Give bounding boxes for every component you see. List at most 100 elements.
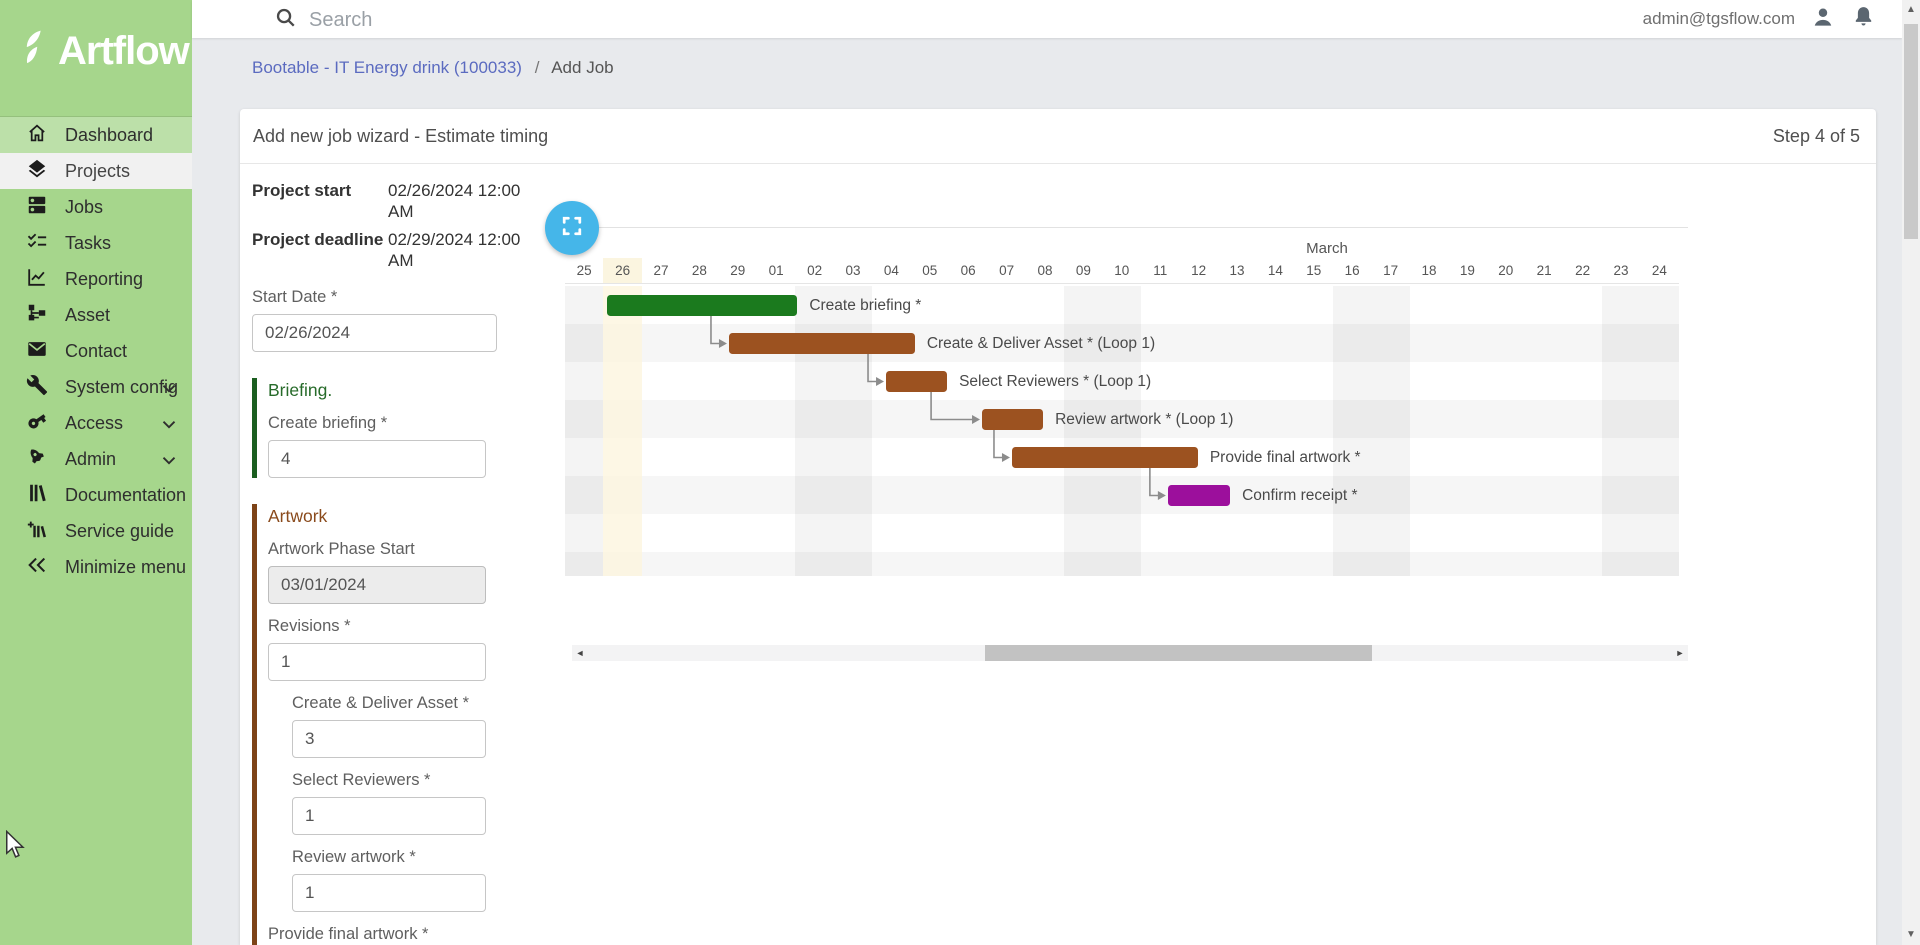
notifications-bell-icon[interactable] bbox=[1851, 4, 1876, 34]
horizontal-scrollbar-thumb[interactable] bbox=[985, 645, 1372, 661]
field-label: Review artwork * bbox=[292, 847, 416, 866]
sidebar-item-label: Documentation bbox=[65, 484, 187, 505]
gantt-day-16: 16 bbox=[1344, 263, 1360, 278]
gantt-bar-select-reviewers-loop-1[interactable] bbox=[886, 371, 948, 392]
page-vertical-scrollbar[interactable]: ▲ ▼ bbox=[1902, 0, 1920, 945]
sidebar-item-dashboard[interactable]: Dashboard bbox=[0, 117, 192, 153]
sidebar-item-contact[interactable]: Contact bbox=[0, 333, 192, 369]
sidebar-item-jobs[interactable]: Jobs bbox=[0, 189, 192, 225]
gantt-day-11: 11 bbox=[1153, 263, 1168, 278]
sidebar-item-reporting[interactable]: Reporting bbox=[0, 261, 192, 297]
gantt-weekend-column bbox=[1333, 286, 1372, 576]
gantt-month-label: March bbox=[1306, 240, 1348, 257]
gantt-day-02: 02 bbox=[807, 263, 823, 278]
reporting-icon bbox=[26, 266, 48, 293]
breadcrumb-current: Add Job bbox=[551, 58, 614, 77]
scroll-down-arrow-icon[interactable]: ▼ bbox=[1906, 929, 1916, 940]
scroll-left-arrow-icon[interactable]: ◄ bbox=[575, 648, 585, 658]
gantt-day-09: 09 bbox=[1075, 263, 1091, 278]
gantt-chart-body: Create briefing * Create & Deliver Asset … bbox=[565, 286, 1679, 576]
vertical-scrollbar-thumb[interactable] bbox=[1904, 24, 1918, 239]
breadcrumb-project-link[interactable]: Bootable - IT Energy drink (100033) bbox=[252, 58, 522, 77]
gantt-day-24: 24 bbox=[1651, 263, 1667, 278]
sidebar-item-asset[interactable]: Asset bbox=[0, 297, 192, 333]
fullscreen-expand-icon bbox=[561, 215, 583, 242]
field-input-create-briefing[interactable] bbox=[268, 439, 486, 478]
gantt-day-07: 07 bbox=[999, 263, 1015, 278]
sidebar-item-label: Dashboard bbox=[65, 124, 154, 145]
form-sections: Briefing.Create briefing *ArtworkArtwork… bbox=[252, 377, 527, 945]
tasks-icon bbox=[26, 230, 48, 257]
gantt-bar-review-artwork-loop-1[interactable] bbox=[982, 409, 1044, 430]
topbar-right: admin@tgsflow.com bbox=[1643, 0, 1876, 38]
gantt-weekend-column bbox=[1102, 286, 1141, 576]
gantt-day-12: 12 bbox=[1191, 263, 1207, 278]
gantt-bar-label: Create & Deliver Asset * (Loop 1) bbox=[926, 335, 1156, 352]
sidebar-item-label: Contact bbox=[65, 340, 128, 361]
field-label: Artwork Phase Start bbox=[268, 539, 415, 558]
gantt-day-08: 08 bbox=[1037, 263, 1053, 278]
sidebar-item-documentation[interactable]: Documentation bbox=[0, 477, 192, 513]
gantt-day-25: 25 bbox=[576, 263, 592, 278]
breadcrumb: Bootable - IT Energy drink (100033) / Ad… bbox=[252, 58, 614, 78]
gantt-bar-create-briefing[interactable] bbox=[607, 295, 798, 316]
search-bar bbox=[274, 4, 851, 36]
start-date-input[interactable] bbox=[252, 313, 497, 352]
sidebar-item-projects[interactable]: Projects bbox=[0, 153, 192, 189]
chevron-down-icon bbox=[158, 413, 178, 433]
field-input-revisions[interactable] bbox=[268, 642, 486, 681]
gantt-horizontal-scrollbar[interactable]: ◄ ► bbox=[572, 645, 1688, 661]
scroll-up-arrow-icon[interactable]: ▲ bbox=[1906, 4, 1916, 15]
sidebar-item-label: System config bbox=[65, 376, 179, 397]
gantt-day-14: 14 bbox=[1267, 263, 1283, 278]
sidebar-item-label: Admin bbox=[65, 448, 117, 469]
breadcrumb-separator: / bbox=[534, 58, 540, 77]
gantt-day-01: 01 bbox=[768, 263, 784, 278]
project-deadline-label: Project deadline bbox=[252, 229, 384, 249]
sidebar-item-tasks[interactable]: Tasks bbox=[0, 225, 192, 261]
sidebar-item-service-guide[interactable]: Service guide bbox=[0, 513, 192, 549]
gantt-header-border bbox=[565, 283, 1679, 284]
field-input-create-deliver-asset[interactable] bbox=[292, 719, 486, 758]
user-email: admin@tgsflow.com bbox=[1642, 9, 1795, 28]
gantt-day-23: 23 bbox=[1613, 263, 1629, 278]
sidebar-item-label: Reporting bbox=[65, 268, 144, 289]
gantt-day-21: 21 bbox=[1536, 263, 1552, 278]
field-input-artwork-phase-start[interactable] bbox=[268, 565, 486, 604]
sidebar-item-label: Jobs bbox=[65, 196, 104, 217]
gantt-bar-create-deliver-asset-loop-1[interactable] bbox=[728, 333, 915, 354]
sidebar-item-label: Service guide bbox=[65, 520, 175, 541]
project-dates: Project start 02/26/2024 12:00 AM Projec… bbox=[252, 180, 527, 272]
gantt-day-15: 15 bbox=[1306, 263, 1322, 278]
chevron-down-icon bbox=[158, 377, 178, 397]
key-icon bbox=[26, 410, 48, 437]
gantt-bar-label: Confirm receipt * bbox=[1242, 487, 1358, 504]
docs-icon bbox=[26, 482, 48, 509]
sidebar-item-system-config[interactable]: System config bbox=[0, 369, 192, 405]
app-logo[interactable]: Artflow bbox=[18, 28, 190, 75]
gantt-weekend-column bbox=[1640, 286, 1679, 576]
home-icon bbox=[26, 122, 48, 149]
gantt-day-10: 10 bbox=[1114, 263, 1130, 278]
gantt-day-27: 27 bbox=[653, 263, 669, 278]
user-account-icon[interactable] bbox=[1810, 4, 1836, 35]
sidebar-item-label: Asset bbox=[65, 304, 111, 325]
field-label: Provide final artwork * bbox=[268, 924, 429, 943]
field-label: Create briefing * bbox=[268, 413, 388, 432]
gantt-day-03: 03 bbox=[845, 263, 861, 278]
field-input-select-reviewers[interactable] bbox=[292, 796, 486, 835]
sidebar-item-label: Tasks bbox=[65, 232, 112, 253]
gantt-highlight-column bbox=[603, 286, 642, 576]
field-input-review-artwork[interactable] bbox=[292, 873, 486, 912]
search-input[interactable] bbox=[307, 4, 851, 36]
gantt-bar-confirm-receipt[interactable] bbox=[1167, 485, 1231, 506]
service-icon bbox=[26, 518, 48, 545]
sidebar-item-access[interactable]: Access bbox=[0, 405, 192, 441]
sidebar-item-minimize-menu[interactable]: Minimize menu bbox=[0, 549, 192, 585]
scroll-right-arrow-icon[interactable]: ► bbox=[1675, 648, 1685, 658]
gantt-bar-provide-final-artwork[interactable] bbox=[1011, 447, 1198, 468]
search-icon bbox=[274, 6, 297, 34]
sidebar-item-label: Minimize menu bbox=[65, 556, 187, 577]
gantt-fullscreen-button[interactable] bbox=[545, 201, 599, 255]
sidebar-item-admin[interactable]: Admin bbox=[0, 441, 192, 477]
